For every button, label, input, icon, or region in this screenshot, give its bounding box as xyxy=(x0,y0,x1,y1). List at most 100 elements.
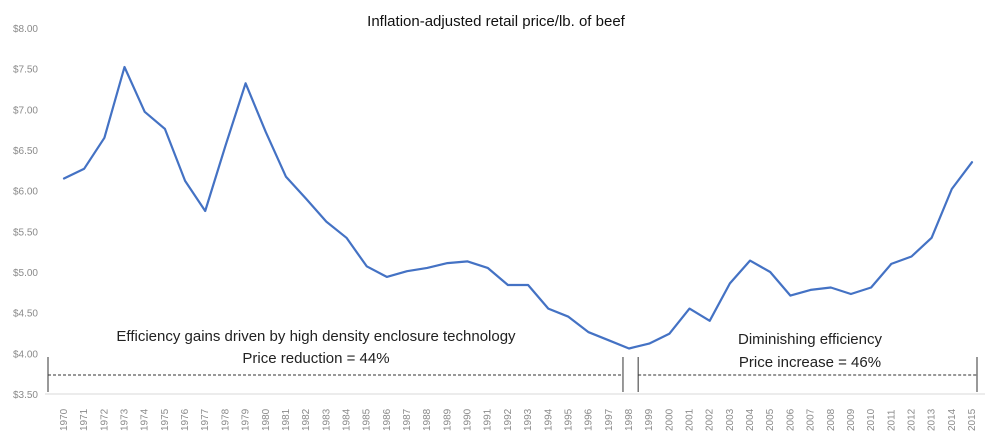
data-point xyxy=(385,275,389,279)
annotations: Efficiency gains driven by high density … xyxy=(47,328,978,392)
data-point xyxy=(566,315,570,319)
data-point xyxy=(344,236,348,240)
annotation-right-line2: Price increase = 46% xyxy=(739,354,881,371)
x-tick-label: 1971 xyxy=(79,408,90,431)
data-point xyxy=(324,219,328,223)
data-point xyxy=(950,187,954,191)
annotation-right-line1: Diminishing efficiency xyxy=(738,331,882,348)
data-point xyxy=(627,346,631,350)
x-tick-label: 1979 xyxy=(241,408,252,431)
data-point xyxy=(183,179,187,183)
data-point xyxy=(788,293,792,297)
x-tick-label: 1985 xyxy=(362,408,373,431)
x-tick-label: 2015 xyxy=(967,408,978,431)
x-tick-label: 1976 xyxy=(180,408,191,431)
data-point xyxy=(607,338,611,342)
x-tick-label: 2012 xyxy=(906,408,917,431)
y-axis: $3.50 $4.00 $4.50 $5.00 $5.50 $6.00 $6.50 $7.00… xyxy=(13,24,38,401)
x-tick-label: 2000 xyxy=(664,408,675,431)
data-point xyxy=(869,285,873,289)
x-tick-label: 2004 xyxy=(745,408,756,431)
x-tick-label: 1986 xyxy=(382,408,393,431)
data-point xyxy=(243,81,247,85)
data-point xyxy=(748,258,752,262)
y-tick-label: $7.00 xyxy=(13,105,38,116)
data-point xyxy=(364,264,368,268)
data-point xyxy=(284,175,288,179)
y-tick-label: $7.50 xyxy=(13,65,38,76)
x-tick-label: 1996 xyxy=(584,408,595,431)
data-point xyxy=(647,341,651,345)
data-point xyxy=(122,65,126,69)
data-point xyxy=(425,266,429,270)
data-point xyxy=(909,254,913,258)
x-tick-label: 2006 xyxy=(785,408,796,431)
annotation-left-line1: Efficiency gains driven by high density … xyxy=(116,328,516,345)
x-tick-label: 1995 xyxy=(563,408,574,431)
data-point xyxy=(223,144,227,148)
x-tick-label: 1984 xyxy=(341,408,352,431)
x-tick-label: 1991 xyxy=(483,408,494,431)
y-tick-label: $5.00 xyxy=(13,268,38,279)
x-tick-label: 1988 xyxy=(422,408,433,431)
data-point xyxy=(526,283,530,287)
y-tick-label: $4.50 xyxy=(13,309,38,320)
x-tick-label: 1990 xyxy=(463,408,474,431)
data-point xyxy=(82,167,86,171)
x-tick-label: 1994 xyxy=(543,408,554,431)
data-point xyxy=(405,269,409,273)
y-tick-label: $6.50 xyxy=(13,146,38,157)
data-point xyxy=(808,288,812,292)
x-tick-label: 2007 xyxy=(806,408,817,431)
x-tick-label: 1970 xyxy=(59,408,70,431)
x-tick-label: 2009 xyxy=(846,408,857,431)
data-point xyxy=(163,127,167,131)
x-tick-label: 1978 xyxy=(220,408,231,431)
x-tick-label: 1980 xyxy=(261,408,272,431)
data-point xyxy=(687,306,691,310)
x-tick-label: 1982 xyxy=(301,408,312,431)
x-tick-label: 1974 xyxy=(140,408,151,431)
data-point xyxy=(203,209,207,213)
x-tick-label: 2010 xyxy=(866,408,877,431)
x-tick-label: 1972 xyxy=(99,408,110,431)
data-point xyxy=(304,197,308,201)
data-point xyxy=(970,160,974,164)
x-tick-label: 1989 xyxy=(442,408,453,431)
x-tick-label: 1983 xyxy=(321,408,332,431)
data-point xyxy=(667,332,671,336)
x-tick-label: 2013 xyxy=(927,408,938,431)
x-tick-label: 1975 xyxy=(160,408,171,431)
x-tick-label: 1987 xyxy=(402,408,413,431)
y-tick-label: $6.00 xyxy=(13,187,38,198)
data-point xyxy=(546,306,550,310)
data-point xyxy=(143,110,147,114)
x-tick-label: 2011 xyxy=(886,409,897,431)
data-point xyxy=(102,136,106,140)
data-point xyxy=(465,259,469,263)
data-point xyxy=(829,285,833,289)
y-tick-label: $5.50 xyxy=(13,227,38,238)
x-tick-label: 2001 xyxy=(685,408,696,431)
x-tick-label: 1981 xyxy=(281,408,292,431)
data-point xyxy=(486,266,490,270)
y-tick-label: $4.00 xyxy=(13,349,38,360)
x-tick-label: 2014 xyxy=(947,408,958,431)
x-tick-label: 2003 xyxy=(725,408,736,431)
x-axis: 1970 1971 1972 1973 1974 1975 1976 1977 1978 1979… xyxy=(59,408,978,431)
data-point xyxy=(849,292,853,296)
x-tick-label: 1992 xyxy=(503,408,514,431)
data-point xyxy=(728,281,732,285)
data-point xyxy=(768,270,772,274)
data-point xyxy=(586,330,590,334)
y-tick-label: $3.50 xyxy=(13,390,38,401)
data-point xyxy=(889,262,893,266)
series-layer xyxy=(62,65,974,350)
data-point xyxy=(445,261,449,265)
x-tick-label: 1997 xyxy=(604,408,615,431)
x-tick-label: 1998 xyxy=(624,408,635,431)
data-point xyxy=(264,130,268,134)
data-point xyxy=(506,283,510,287)
annotation-left-line2: Price reduction = 44% xyxy=(242,350,389,367)
